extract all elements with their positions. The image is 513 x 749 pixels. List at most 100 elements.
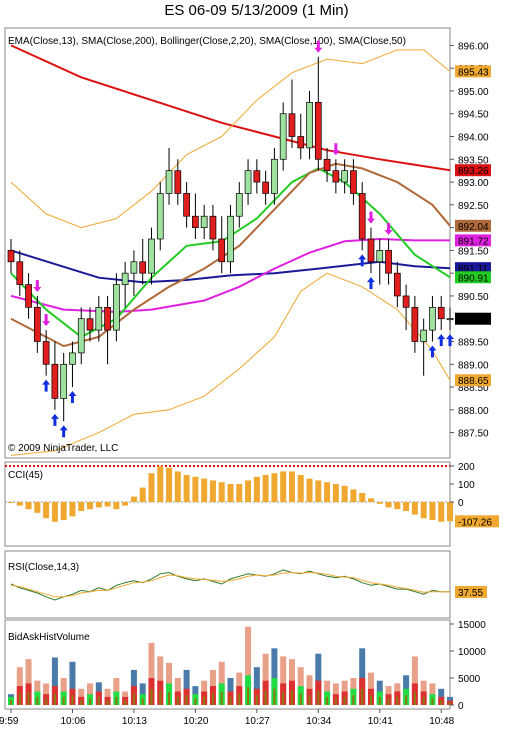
x-tick-label: 10:13 — [122, 716, 147, 727]
volume-bar-base — [150, 688, 153, 705]
volume-bar-total — [51, 657, 58, 705]
volume-bar-base — [115, 696, 118, 705]
x-tick-label: 9:59 — [0, 716, 19, 727]
value-tag-label: 891.11 — [458, 264, 488, 275]
candle-down — [332, 170, 340, 183]
volume-bar-base — [378, 696, 381, 705]
volume-bar-base — [176, 696, 179, 705]
candle-up — [227, 215, 234, 263]
volume-bar-base — [27, 692, 30, 705]
buy-arrow-icon — [446, 334, 454, 347]
volume-bar-base — [168, 692, 171, 705]
candle-down — [350, 170, 357, 194]
window-title: ES 06-09 5/13/2009 (1 Min) — [164, 2, 349, 19]
candle-down — [174, 170, 182, 194]
candle-up — [376, 250, 384, 263]
cci-bar — [262, 475, 269, 502]
volume-bar-base — [299, 693, 302, 705]
cci-bar — [403, 502, 410, 511]
volume-bar-base — [440, 700, 443, 705]
price-tick-label: 887.50 — [458, 429, 489, 440]
volume-bar-base — [290, 690, 293, 705]
candle-down — [16, 261, 24, 285]
volume-bar-base — [124, 700, 127, 705]
volume-tick-label: 10000 — [458, 647, 486, 658]
price-tick-label: 895.00 — [458, 87, 489, 98]
volume-bar-base — [132, 693, 135, 705]
cci-bar — [411, 502, 418, 515]
sell-arrow-icon — [384, 223, 393, 235]
candle-down — [42, 341, 50, 365]
cci-bar — [271, 473, 278, 502]
candle-down — [192, 215, 199, 228]
volume-bar-base — [413, 692, 416, 705]
value-tag — [455, 262, 491, 275]
cci-bar — [34, 502, 41, 513]
candle-up — [420, 329, 428, 342]
candle-down — [402, 295, 410, 308]
candle-up — [341, 170, 348, 183]
value-tag-label: 893.26 — [458, 166, 489, 177]
value-tag — [455, 234, 491, 247]
price-tick-label: 893.00 — [458, 178, 489, 189]
cci-bar — [183, 475, 190, 502]
volume-bar-base — [334, 698, 337, 705]
candle-up — [446, 318, 454, 321]
volume-bar-base — [405, 695, 408, 705]
volume-bar-total — [25, 659, 32, 705]
volume-bar-base — [141, 698, 144, 705]
cci-bar — [236, 484, 243, 502]
cci-bar — [209, 480, 216, 502]
value-tag — [455, 271, 491, 284]
sell-arrow-icon — [42, 314, 51, 327]
cci-bar — [429, 502, 436, 520]
rsi-value-tag-label: 37.55 — [458, 588, 483, 599]
candle-down — [385, 250, 392, 274]
cci-bar — [218, 482, 225, 502]
cci-bar — [201, 478, 208, 502]
volume-bar-total — [183, 669, 190, 705]
value-tag — [455, 65, 491, 78]
candle-down — [288, 113, 296, 137]
volume-bar-base — [396, 696, 399, 705]
cci-bar — [104, 502, 111, 507]
volume-bar-total — [148, 642, 155, 705]
value-tag-label: 890.00 — [458, 315, 489, 326]
volume-bar-base — [431, 698, 434, 705]
buy-arrow-icon — [59, 425, 68, 438]
volume-bar-base — [10, 700, 12, 705]
volume-bar-total — [280, 656, 287, 705]
price-tick-label: 896.00 — [458, 41, 489, 52]
volume-bar-base — [45, 698, 48, 705]
candle-up — [130, 261, 138, 274]
price-tick-label: 894.50 — [458, 110, 489, 121]
volume-bar-base — [185, 695, 188, 705]
volume-bar-base — [62, 696, 65, 705]
candle-down — [411, 306, 419, 342]
volume-bar-base — [352, 695, 355, 705]
price-tick-label: 889.00 — [458, 360, 489, 371]
value-tag — [455, 374, 491, 387]
rsi-panel-title: RSI(Close,14,3) — [8, 562, 79, 573]
candle-up — [429, 306, 436, 331]
volume-bar-base — [343, 696, 346, 705]
cci-bar — [447, 502, 453, 522]
cci-bar — [438, 502, 445, 522]
volume-bar-base — [229, 696, 232, 705]
candle-down — [86, 318, 94, 331]
cci-bar — [306, 478, 313, 502]
cci-bar — [332, 484, 339, 502]
price-tick-label: 890.50 — [458, 292, 489, 303]
candle-up — [306, 101, 313, 149]
volume-bar-base — [273, 688, 276, 705]
cci-bar — [394, 502, 401, 510]
volume-bar-base — [238, 693, 241, 705]
candle-down — [323, 158, 331, 172]
candle-down — [253, 170, 261, 183]
rsi-value-tag — [455, 585, 487, 598]
candle-up — [271, 158, 278, 194]
value-tag — [455, 164, 491, 177]
candle-up — [244, 170, 252, 194]
volume-bar-base — [80, 700, 83, 705]
price-tick-label: 892.50 — [458, 201, 489, 212]
